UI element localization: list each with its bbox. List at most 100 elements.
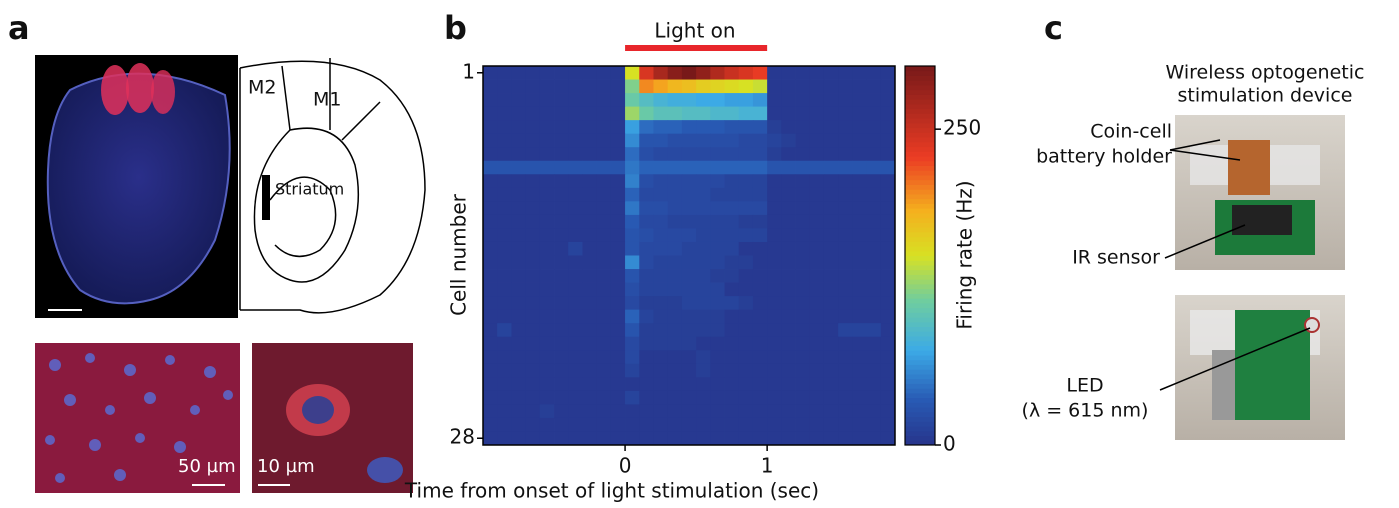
heatmap-cell: [838, 79, 853, 94]
heatmap-cell: [610, 336, 626, 351]
heatmap-cell: [738, 296, 754, 311]
heatmap-cell: [610, 106, 626, 121]
heatmap-cell: [525, 431, 541, 446]
heatmap-cell: [838, 282, 853, 297]
colorbar-segment: [905, 231, 935, 238]
heatmap-cell: [781, 201, 796, 216]
heatmap-cell: [525, 350, 541, 365]
heatmap-cell: [738, 214, 754, 229]
colorbar-segment: [905, 260, 935, 266]
heatmap-cell: [653, 174, 669, 189]
heatmap-cell: [710, 120, 725, 135]
heatmap-cell: [781, 214, 796, 229]
heatmap-cell: [625, 66, 640, 80]
heatmap-cell: [795, 390, 811, 405]
heatmap-cell: [838, 296, 853, 311]
heatmap-cell: [667, 66, 683, 80]
heatmap-cell: [724, 147, 740, 162]
heatmap-cell: [781, 390, 796, 405]
heatmap-cell: [681, 93, 697, 108]
heatmap-cell: [681, 282, 697, 297]
device-photo: [1175, 115, 1345, 440]
heatmap-cell: [752, 363, 768, 378]
heatmap-cell: [596, 377, 612, 392]
heatmap-cell: [838, 269, 853, 283]
heatmap-cell: [483, 269, 498, 283]
colorbar-frame: [904, 65, 936, 446]
colorbar-segment: [905, 227, 935, 233]
heatmap-cell: [582, 336, 598, 351]
heatmap-cell: [880, 214, 896, 229]
heatmap-cell: [880, 269, 896, 283]
heatmap-cell: [653, 228, 669, 243]
heatmap-cell: [752, 390, 768, 405]
heatmap-cell: [809, 417, 825, 432]
heatmap-cell: [852, 79, 867, 94]
heatmap-cell: [795, 174, 811, 189]
heatmap-cell: [838, 431, 853, 446]
heatmap-cell: [483, 350, 498, 365]
heatmap-cell: [667, 404, 683, 419]
heatmap-cell: [525, 323, 541, 338]
heatmap-cell: [511, 269, 527, 283]
heatmap-cell: [582, 296, 598, 311]
heatmap-cell: [483, 214, 498, 229]
heatmap-cell: [752, 66, 768, 80]
heatmap-cell: [511, 404, 527, 419]
heatmap-cell: [781, 241, 796, 256]
heatmap-cell: [539, 309, 555, 324]
atlas-label: M1: [313, 89, 341, 111]
heatmap-cell: [880, 174, 896, 189]
heatmap-cell: [568, 350, 583, 365]
heatmap-cell: [511, 66, 527, 80]
heatmap-cell: [710, 79, 725, 94]
heatmap-cell: [823, 390, 839, 405]
panel-label: b: [444, 9, 467, 47]
heatmap-cell: [710, 147, 725, 162]
heatmap-cell: [483, 147, 498, 162]
heatmap-cell: [582, 66, 598, 80]
heatmap-cell: [568, 336, 583, 351]
heatmap-cell: [653, 214, 669, 229]
colorbar-segment: [905, 84, 935, 91]
colorbar-segment: [905, 430, 935, 437]
heatmap-cell: [539, 377, 555, 392]
heatmap-cell: [483, 133, 498, 148]
heatmap-cell: [738, 404, 754, 419]
heatmap-cell: [710, 255, 725, 270]
heatmap-cell: [710, 417, 725, 432]
heatmap-cell: [866, 228, 882, 243]
heatmap-cell: [582, 323, 598, 338]
heatmap-cell: [710, 106, 725, 121]
heatmap-cell: [823, 282, 839, 297]
heatmap-cell: [681, 255, 697, 270]
colorbar-segment: [905, 416, 935, 422]
heatmap-cell: [653, 417, 669, 432]
heatmap-cell: [653, 431, 669, 446]
heatmap-cell: [809, 336, 825, 351]
heatmap-cell: [681, 174, 697, 189]
heatmap-cell: [852, 336, 867, 351]
heatmap-cell: [653, 282, 669, 297]
heatmap-cell: [852, 187, 867, 202]
heatmap-cell: [525, 269, 541, 283]
heatmap-cell: [653, 309, 669, 324]
heatmap-cell: [738, 269, 754, 283]
heatmap-cell: [696, 282, 711, 297]
heatmap-cell: [809, 241, 825, 256]
heatmap-cell: [582, 309, 598, 324]
heatmap-cell: [809, 350, 825, 365]
heatmap-cell: [497, 350, 512, 365]
heatmap-cell: [767, 431, 782, 446]
heatmap-cell: [511, 241, 527, 256]
heatmap-cell: [497, 160, 512, 175]
heatmap-cell: [838, 187, 853, 202]
colorbar-segment: [905, 307, 935, 313]
heatmap-cell: [710, 269, 725, 283]
x-tick-label: 1: [761, 454, 774, 478]
heatmap-cell: [724, 241, 740, 256]
heatmap-cell: [866, 296, 882, 311]
heatmap-cell: [582, 120, 598, 135]
histology-image: [35, 55, 238, 318]
heatmap-cell: [852, 147, 867, 162]
